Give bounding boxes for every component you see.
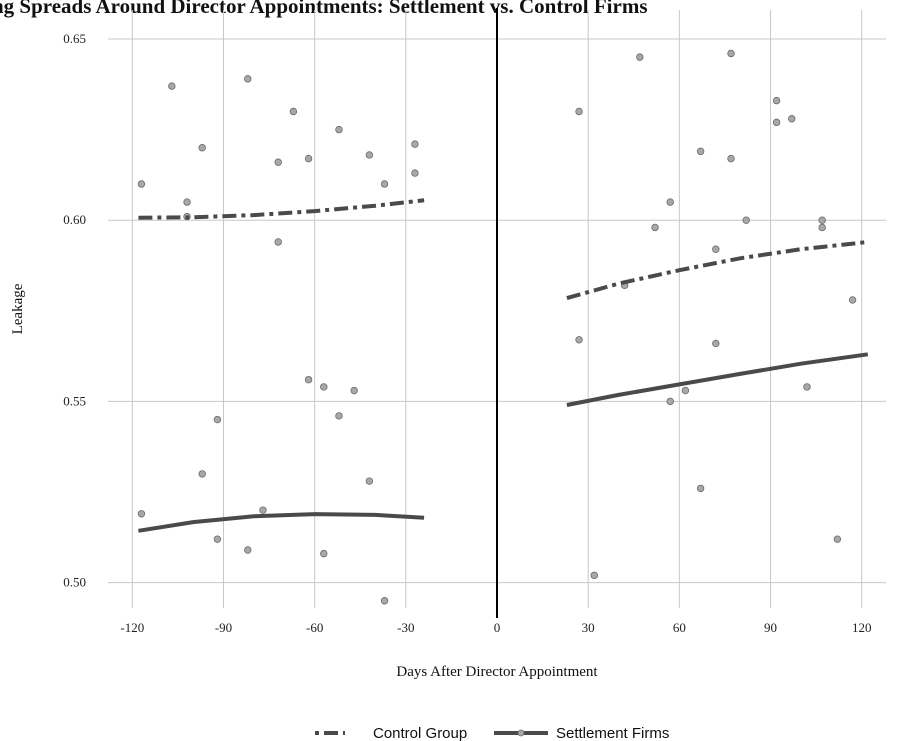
x-tick-label: 30 [582, 620, 595, 635]
scatter-point [198, 144, 206, 152]
scatter-point [274, 158, 282, 166]
scatter-point [137, 180, 146, 188]
x-tick-label: 90 [764, 620, 777, 635]
settlement-fit-line [566, 352, 869, 407]
scatter-point [818, 223, 826, 232]
y-tick-label: 0.50 [63, 575, 86, 590]
scatter-point [772, 96, 781, 105]
scatter-point [712, 339, 720, 348]
chart-title-fragment: ng Spreads Around Director Appointments:… [0, 0, 648, 18]
scatter-point [365, 477, 374, 485]
fitted-lines [138, 198, 869, 533]
x-tick-label: 0 [494, 620, 501, 635]
x-tick-label: 60 [673, 620, 686, 635]
x-tick-label: -90 [215, 620, 232, 635]
data-points [137, 49, 857, 605]
control-fit-line [138, 198, 425, 220]
scatter-point [818, 216, 826, 224]
y-tick-label: 0.65 [63, 31, 86, 46]
scatter-point [213, 535, 222, 543]
scatter-point [575, 336, 583, 344]
scatter-point [168, 82, 176, 90]
scatter-point [411, 140, 419, 148]
scatter-point [712, 245, 720, 253]
scatter-point [411, 169, 419, 177]
scatter-point [848, 296, 857, 304]
y-tick-label: 0.60 [63, 212, 86, 227]
scatter-point [244, 546, 252, 554]
scatter-point [320, 383, 328, 391]
scatter-point [666, 198, 674, 206]
y-tick-labels: 0.50 0.55 0.60 0.65 [63, 31, 86, 590]
scatter-point [213, 415, 222, 424]
x-tick-label: -60 [306, 620, 323, 635]
scatter-point [304, 154, 313, 163]
scatter-point [788, 115, 796, 123]
scatter-point [365, 151, 374, 159]
scatter-point [289, 107, 298, 116]
scatter-point [833, 535, 842, 543]
x-tick-label: -30 [397, 620, 414, 635]
scatter-point [304, 375, 313, 384]
scatter-point [320, 549, 328, 558]
scatter-point [575, 107, 583, 116]
x-axis-title: Days After Director Appointment [396, 664, 598, 680]
scatter-point [380, 180, 389, 188]
scatter-point [681, 386, 690, 395]
x-tick-labels: -120 -90 -60 -30 0 30 60 90 120 [120, 620, 871, 635]
scatter-point [696, 484, 705, 493]
control-fit-line [566, 240, 869, 301]
scatter-point [198, 470, 206, 478]
x-tick-label: -120 [120, 620, 144, 635]
y-tick-label: 0.55 [63, 393, 86, 408]
legend: Control Group Settlement Firms [315, 725, 669, 741]
scatter-point [137, 510, 146, 518]
y-axis-title: Leakage [10, 283, 26, 334]
scatter-point [335, 125, 343, 134]
settlement-fit-line [138, 512, 425, 533]
scatter-point [380, 597, 389, 605]
scatter-point [651, 223, 659, 232]
scatter-point [335, 412, 343, 420]
scatter-point [803, 383, 811, 391]
scatter-point [259, 506, 267, 514]
scatter-point [183, 198, 191, 206]
scatter-point [274, 238, 282, 246]
legend-label-control: Control Group [373, 725, 467, 741]
scatter-point [350, 386, 358, 395]
scatter-point [727, 154, 735, 163]
scatter-point [590, 571, 598, 580]
scatter-point [742, 216, 750, 224]
scatter-point [636, 53, 644, 61]
scatter-point [772, 118, 781, 127]
x-tick-label: 120 [852, 620, 872, 635]
legend-swatch-settlement-point [517, 729, 525, 737]
scatter-point [696, 147, 705, 156]
legend-label-settlement: Settlement Firms [556, 725, 669, 741]
scatter-point [727, 49, 735, 58]
scatter-point [666, 397, 674, 406]
scatter-point [244, 75, 252, 83]
